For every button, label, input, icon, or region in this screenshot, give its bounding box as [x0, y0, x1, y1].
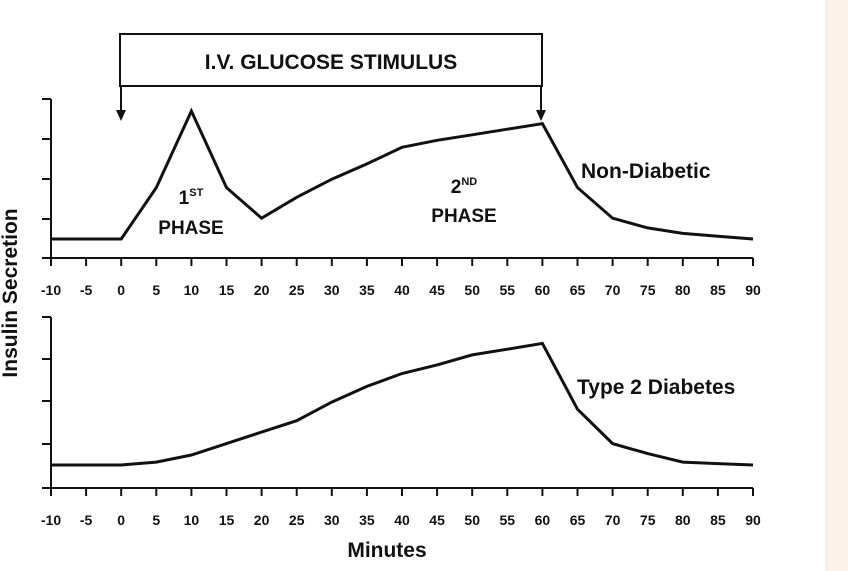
- x-tick-label: 65: [570, 512, 586, 528]
- x-tick-label: 50: [464, 512, 480, 528]
- first-phase-label: 1ST PHASE: [158, 187, 223, 239]
- stimulus-end-arrowhead: [536, 110, 546, 121]
- type-2-diabetes-series-line: [51, 341, 754, 467]
- first-phase-number: 1: [179, 188, 190, 209]
- x-tick-label: 15: [219, 282, 235, 298]
- x-tick-label: 45: [429, 512, 445, 528]
- non-diabetic-series-line: [51, 107, 754, 241]
- x-tick-label: 60: [535, 512, 551, 528]
- x-tick-label: -10: [41, 282, 61, 298]
- x-tick-label: 30: [324, 282, 340, 298]
- first-phase-word: PHASE: [158, 218, 223, 239]
- x-tick-label: 0: [117, 512, 125, 528]
- x-axis-label: Minutes: [347, 539, 426, 562]
- y-ticks-bottom: [42, 316, 51, 489]
- stimulus-label: I.V. GLUCOSE STIMULUS: [205, 51, 457, 74]
- side-panel: [826, 0, 848, 571]
- x-tick-label: 25: [289, 512, 305, 528]
- stimulus-box: [119, 33, 543, 87]
- x-tick-label: 80: [675, 282, 691, 298]
- y-axis-label: Insulin Secretion: [0, 208, 22, 377]
- x-tick-label: 55: [500, 512, 516, 528]
- x-tick-label: 10: [184, 282, 200, 298]
- panel-non-diabetic: -10 -5 0 5 10 15 20 25 30 35 40 45 50 55 60 65 70 75 80 85 9…: [41, 98, 761, 298]
- x-tick-label: 60: [535, 282, 551, 298]
- x-tick-label: 85: [710, 512, 726, 528]
- x-tick-label: 70: [605, 282, 621, 298]
- second-phase-superscript: ND: [461, 176, 477, 188]
- x-tick-label: 5: [152, 512, 160, 528]
- x-tick-label: -10: [41, 512, 61, 528]
- x-tick-label: 40: [394, 282, 410, 298]
- x-tick-label: 35: [359, 282, 375, 298]
- x-tick-label: 80: [675, 512, 691, 528]
- x-tick-label: 30: [324, 512, 340, 528]
- x-tick-label: 90: [745, 282, 761, 298]
- second-phase-number: 2: [451, 177, 462, 198]
- x-tick-label: 85: [710, 282, 726, 298]
- x-tick-label: -5: [80, 282, 93, 298]
- svg-text:1ST: 1ST: [179, 187, 204, 209]
- x-tick-label: 15: [219, 512, 235, 528]
- first-phase-superscript: ST: [189, 187, 203, 199]
- x-tick-label: 10: [184, 512, 200, 528]
- x-tick-label: 25: [289, 282, 305, 298]
- non-diabetic-label: Non-Diabetic: [581, 160, 711, 183]
- x-tick-label: 35: [359, 512, 375, 528]
- x-tick-label: 5: [152, 282, 160, 298]
- y-ticks-top: [42, 98, 51, 259]
- x-ticks-top: -10 -5 0 5 10 15 20 25 30 35 40 45 50 55 60 65 70 75 80 85 9…: [41, 258, 761, 298]
- second-phase-word: PHASE: [431, 206, 496, 227]
- x-tick-label: 45: [429, 282, 445, 298]
- x-tick-label: 65: [570, 282, 586, 298]
- x-ticks-bottom: -10 -5 0 5 10 15 20 25 30 35 40 45 50 55 60 65 70 75 80 85 9…: [41, 488, 761, 528]
- stimulus-indicator: I.V. GLUCOSE STIMULUS: [116, 33, 546, 121]
- x-tick-label: 75: [640, 282, 656, 298]
- insulin-secretion-figure: I.V. GLUCOSE STIMULUS -10 -5 0 5 10 15 20 25 30 3…: [0, 33, 761, 562]
- x-tick-label: 0: [117, 282, 125, 298]
- x-tick-label: 70: [605, 512, 621, 528]
- x-tick-label: 75: [640, 512, 656, 528]
- type-2-diabetes-label: Type 2 Diabetes: [577, 376, 735, 399]
- x-tick-label: 40: [394, 512, 410, 528]
- x-tick-label: 90: [745, 512, 761, 528]
- x-tick-label: 55: [500, 282, 516, 298]
- x-tick-label: 20: [254, 512, 270, 528]
- stimulus-start-arrowhead: [116, 110, 126, 121]
- x-tick-label: 20: [254, 282, 270, 298]
- second-phase-label: 2ND PHASE: [431, 176, 496, 227]
- x-tick-label: -5: [80, 512, 93, 528]
- panel-type-2-diabetes: -10 -5 0 5 10 15 20 25 30 35 40 45 50 55 60 65 70 75 80 85 9…: [41, 316, 761, 528]
- svg-text:2ND: 2ND: [451, 176, 478, 198]
- x-tick-label: 50: [464, 282, 480, 298]
